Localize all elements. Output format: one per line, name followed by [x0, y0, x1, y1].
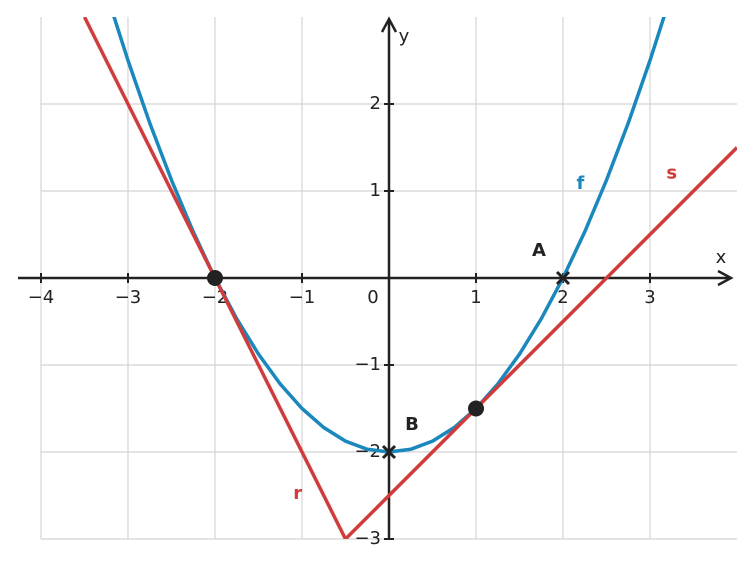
marks: f r s A B [207, 163, 677, 504]
x-tick-label: 2 [557, 287, 568, 308]
y-tick-label: 1 [370, 180, 381, 201]
point [555, 270, 571, 286]
x-tick-label: 0 [367, 287, 378, 308]
x-axis-arrow [717, 269, 734, 287]
y-tick-label: −1 [354, 354, 381, 375]
y-tick-label: −3 [354, 528, 381, 549]
x-tick-label: −3 [115, 287, 142, 308]
x-axis-label: x [716, 247, 727, 268]
point [468, 400, 484, 417]
curve [344, 146, 737, 539]
x-tick-label: 1 [470, 287, 481, 308]
x-tick-label: −1 [289, 287, 316, 308]
point [207, 270, 223, 286]
curve-label: f [576, 173, 584, 194]
y-tick-label: 2 [370, 93, 381, 114]
point-label: B [405, 414, 419, 435]
x-tick-label: −4 [28, 287, 55, 308]
curves [82, 17, 737, 539]
point [381, 444, 397, 460]
y-axis-arrow [380, 16, 398, 33]
y-axis-label: y [399, 26, 410, 47]
x-tick-label: 3 [644, 287, 655, 308]
curve-label: s [666, 163, 677, 184]
curve-label: r [293, 483, 302, 504]
point-label: A [532, 240, 546, 261]
